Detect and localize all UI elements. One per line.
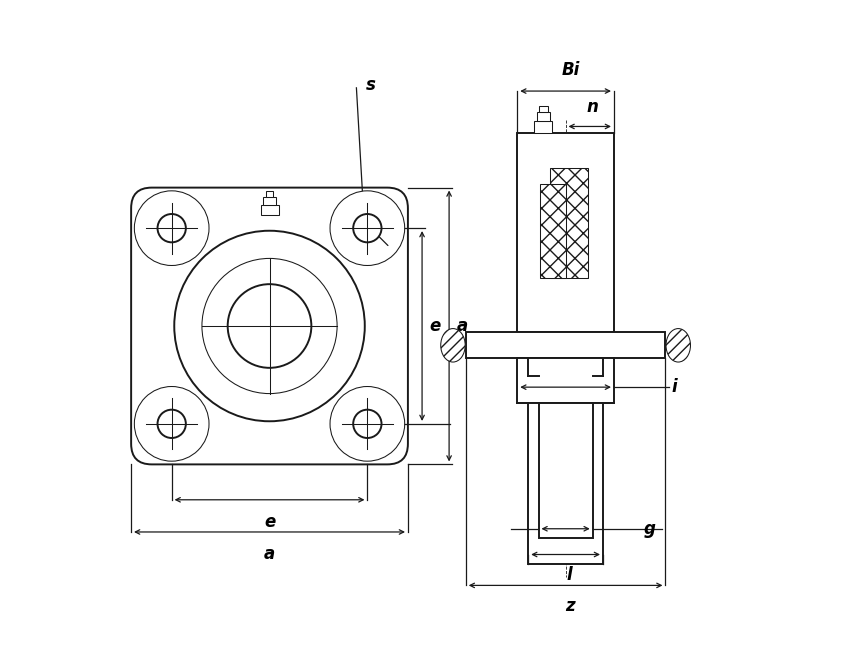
Bar: [538, 403, 593, 539]
Bar: [528, 403, 603, 564]
Text: e: e: [430, 317, 441, 335]
Text: n: n: [586, 98, 598, 116]
Bar: [466, 333, 666, 358]
Bar: [534, 121, 552, 133]
Circle shape: [134, 387, 209, 461]
Circle shape: [202, 258, 338, 394]
Bar: [263, 198, 276, 205]
Circle shape: [174, 231, 365, 421]
Ellipse shape: [666, 329, 690, 362]
Text: a: a: [457, 317, 468, 335]
Text: i: i: [672, 378, 678, 396]
Text: g: g: [644, 520, 656, 538]
Ellipse shape: [441, 329, 466, 362]
Text: a: a: [264, 545, 275, 563]
Text: e: e: [264, 512, 275, 531]
Bar: [517, 133, 614, 333]
Bar: [540, 185, 566, 278]
Circle shape: [158, 409, 186, 438]
FancyBboxPatch shape: [131, 188, 408, 464]
Bar: [537, 112, 550, 121]
Bar: [260, 205, 278, 215]
Circle shape: [330, 191, 404, 265]
Circle shape: [158, 214, 186, 243]
Bar: [265, 192, 273, 198]
Circle shape: [134, 191, 209, 265]
Text: Bi: Bi: [561, 61, 580, 80]
Circle shape: [354, 214, 382, 243]
Circle shape: [354, 409, 382, 438]
Text: z: z: [565, 597, 574, 615]
Circle shape: [227, 284, 311, 368]
Text: l: l: [566, 566, 572, 584]
Bar: [538, 106, 548, 112]
Bar: [550, 168, 589, 278]
Circle shape: [330, 387, 404, 461]
Text: s: s: [365, 76, 376, 94]
Bar: [517, 358, 614, 403]
